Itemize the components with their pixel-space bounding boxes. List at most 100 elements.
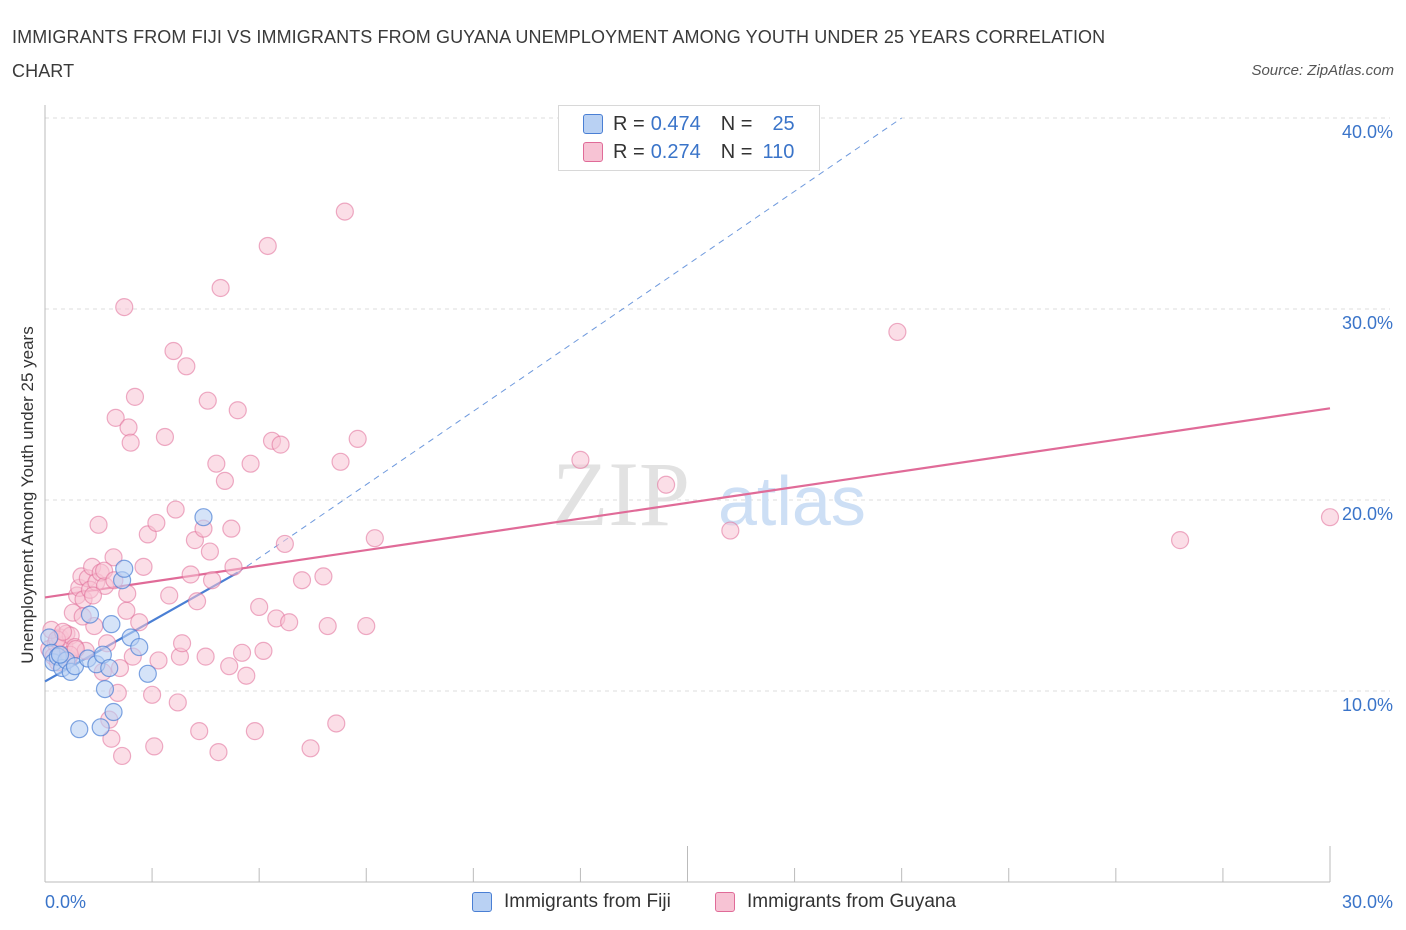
- guyana-point: [187, 592, 207, 611]
- x-tick-label: 0.0%: [45, 892, 86, 912]
- guyana-point: [196, 647, 215, 666]
- legend-swatch-fiji: [583, 114, 603, 134]
- guyana-point: [1170, 531, 1190, 550]
- guyana-point: [166, 500, 185, 519]
- bottom-legend-swatch-fiji: [472, 892, 492, 912]
- fiji-point: [100, 658, 119, 678]
- guyana-point: [115, 297, 134, 317]
- bottom-legend-swatch-guyana: [715, 892, 735, 912]
- legend-n-label: N =: [720, 112, 753, 135]
- fiji-point: [95, 679, 115, 699]
- guyana-point: [222, 519, 241, 538]
- fiji-point: [50, 645, 70, 664]
- guyana-point: [160, 586, 179, 605]
- x-tick-label: 30.0%: [1342, 892, 1393, 912]
- fiji-point: [40, 628, 59, 647]
- guyana-point: [888, 322, 907, 342]
- chart-source: Source: ZipAtlas.com: [1251, 62, 1394, 79]
- guyana-point: [125, 387, 145, 406]
- watermark: ZIP atlas: [552, 443, 866, 545]
- guyana-point: [130, 613, 149, 632]
- y-tick-label: 40.0%: [1342, 122, 1393, 142]
- guyana-point: [142, 685, 162, 704]
- fiji-trend-extension: [237, 117, 902, 573]
- guyana-point: [275, 534, 294, 554]
- trend-lines: [44, 117, 1331, 683]
- guyana-point: [335, 202, 354, 221]
- gridlines: [45, 117, 1390, 692]
- fiji-point: [91, 718, 110, 737]
- guyana-point: [200, 542, 220, 561]
- guyana-point: [134, 557, 153, 576]
- guyana-point: [207, 454, 226, 473]
- guyana-point: [121, 433, 140, 452]
- guyana-point: [106, 408, 125, 427]
- guyana-point: [83, 586, 103, 605]
- stats-legend: R = 0.474 N = 25 R = 0.274 N = 110: [558, 105, 820, 171]
- guyana-point: [254, 641, 273, 660]
- guyana-point: [211, 278, 230, 298]
- fiji-point: [115, 559, 134, 578]
- guyana-point: [271, 435, 290, 454]
- guyana-point: [571, 450, 590, 469]
- legend-n-value-guyana: 110: [762, 140, 795, 163]
- guyana-point: [241, 454, 260, 473]
- guyana-point: [314, 567, 333, 586]
- guyana-point: [190, 722, 209, 741]
- guyana-point: [228, 401, 247, 420]
- guyana-point: [215, 471, 234, 490]
- y-tick-label: 20.0%: [1342, 504, 1393, 524]
- guyana-point: [155, 427, 175, 447]
- guyana-point: [331, 452, 350, 471]
- guyana-point: [177, 357, 196, 376]
- guyana-point: [280, 613, 299, 632]
- legend-n-value-fiji: 25: [772, 112, 795, 135]
- guyana-point: [172, 634, 192, 653]
- guyana-point: [1320, 508, 1340, 527]
- guyana-point: [168, 693, 187, 712]
- bottom-legend-guyana: Immigrants from Guyana: [715, 888, 956, 916]
- guyana-point: [357, 616, 376, 636]
- guyana-point: [89, 515, 108, 534]
- guyana-point: [145, 737, 164, 756]
- fiji-point: [102, 615, 121, 634]
- guyana-point: [220, 657, 239, 676]
- guyana-point: [147, 513, 166, 533]
- guyana-point: [318, 616, 337, 636]
- legend-r-value-fiji: 0.474: [650, 112, 701, 135]
- guyana-point: [301, 739, 320, 758]
- guyana-point: [232, 643, 252, 662]
- axes: [44, 105, 1331, 883]
- bottom-legend-label-guyana: Immigrants from Guyana: [747, 891, 957, 912]
- legend-swatch-guyana: [583, 142, 603, 162]
- legend-r-value-guyana: 0.274: [650, 140, 701, 163]
- fiji-point: [104, 702, 123, 722]
- guyana-point: [224, 557, 243, 576]
- y-axis-label: Unemployment Among Youth under 25 years: [18, 326, 37, 664]
- guyana-point: [198, 391, 217, 410]
- guyana-point: [209, 743, 228, 762]
- guyana-point: [119, 418, 138, 437]
- y-tick-label: 10.0%: [1342, 695, 1393, 715]
- bottom-legend-label-fiji: Immigrants from Fiji: [504, 891, 671, 912]
- fiji-point: [130, 637, 149, 657]
- guyana-point: [245, 722, 264, 741]
- fiji-points: [40, 508, 213, 739]
- guyana-point: [237, 666, 256, 685]
- fiji-point: [194, 508, 213, 527]
- guyana-point: [181, 565, 200, 584]
- guyana-point: [112, 746, 132, 766]
- guyana-point: [202, 571, 222, 590]
- tick-labels: 10.0% 20.0% 30.0% 40.0% 0.0% 30.0%: [45, 122, 1393, 912]
- legend-r-label: R =: [613, 112, 645, 135]
- chart-title: IMMIGRANTS FROM FIJI VS IMMIGRANTS FROM …: [12, 27, 1106, 81]
- guyana-point: [258, 236, 277, 256]
- guyana-point: [250, 597, 269, 617]
- bottom-legend-fiji: Immigrants from Fiji: [472, 888, 671, 916]
- legend-row-guyana: R = 0.274 N = 110: [583, 139, 794, 165]
- guyana-point: [348, 429, 367, 448]
- guyana-point: [292, 571, 312, 590]
- legend-r-label: R =: [613, 140, 645, 163]
- guyana-point: [164, 341, 183, 361]
- guyana-point: [327, 714, 346, 733]
